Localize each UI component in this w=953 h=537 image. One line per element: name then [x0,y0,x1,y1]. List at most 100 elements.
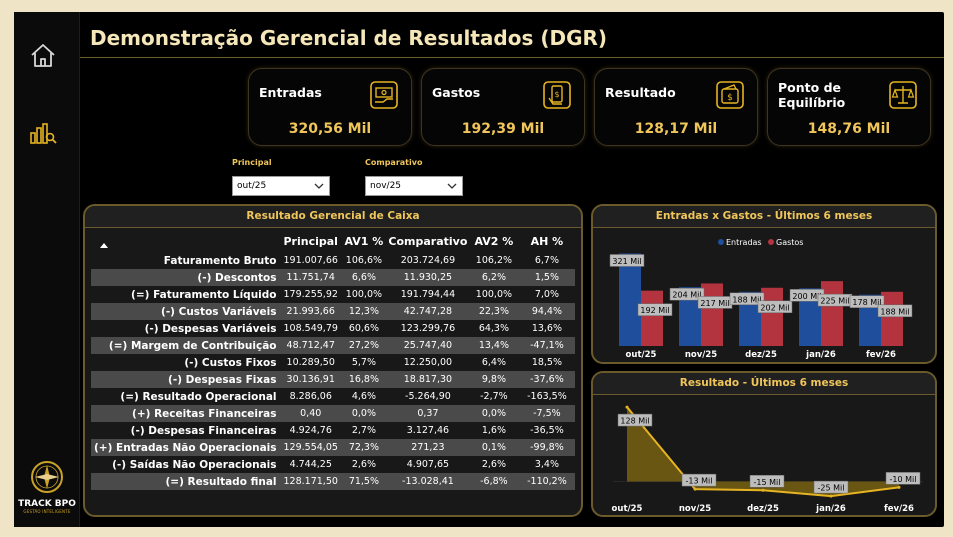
data-label-box [749,475,785,488]
filter-principal-select[interactable]: out/25 [232,176,330,196]
kpi-label: Entradas [259,85,322,100]
chart-search-icon[interactable] [28,118,58,148]
col-comparativo[interactable]: Comparativo [388,234,468,248]
data-label-box [757,300,793,314]
row-label: (+) Entradas Não Operacionais [91,439,281,456]
area-data-label-4: -10 Mil [885,472,921,485]
dre-table-body: Faturamento Bruto 191.007,66 106,6% 203.724… [91,252,575,490]
row-label: (-) Descontos [91,269,281,286]
bar-entradas-2[interactable] [739,291,761,346]
row-label: (-) Despesas Fixas [91,371,281,388]
data-label-text: -25 Mil [818,484,845,493]
area-point-3[interactable] [829,494,833,498]
dre-table-panel: Resultado Gerencial de Caixa Principal A… [83,204,583,517]
bar-gastos-2[interactable] [761,287,783,346]
area-point-2[interactable] [761,488,765,492]
area-point-1[interactable] [693,487,697,491]
table-row: (-) Despesas Variáveis 108.549,79 60,6% 123… [91,320,575,337]
table-cell: -13.028,41 [386,473,469,490]
phone-pay-icon: $ [542,80,572,110]
table-cell: 4,6% [351,391,376,402]
table-row: (+) Receitas Financeiras 0,40 0,0% 0,37 0,0%… [91,405,575,422]
data-label-box [885,472,921,485]
bar-entradas-1[interactable] [679,287,701,346]
table-cell: 12.250,00 [403,357,453,368]
area-point-4[interactable] [897,485,901,489]
sidebar: TRACK BPO GESTÃO INTELIGENTE [14,12,80,527]
table-cell: 5,7% [351,357,376,368]
col-principal[interactable]: Principal [283,234,338,248]
bar-gastos-3[interactable] [821,281,843,346]
table-row: (+) Entradas Não Operacionais 129.554,05 7… [91,439,575,456]
area-data-label-1: -13 Mil [681,473,717,487]
bar-entradas-3[interactable] [799,288,821,346]
bar-gastos-1[interactable] [701,283,723,346]
bar-gastos-0[interactable] [641,290,663,346]
x-tick-label-4: fev/26 [884,504,914,514]
table-cell: 100,0% [345,289,383,300]
x-tick-label-1: nov/25 [679,504,711,514]
col-av1[interactable]: AV1 % [344,234,384,248]
data-label-text: 321 Mil [612,257,641,266]
table-cell: 2,7% [351,425,376,436]
table-cell: 1,6% [481,425,506,436]
table-cell: 108.549,79 [283,323,338,334]
sort-asc-icon[interactable] [91,230,281,252]
col-ah[interactable]: AH % [530,234,564,248]
home-icon[interactable] [28,40,58,70]
table-cell: 18,5% [531,357,563,368]
data-label-box [681,473,717,487]
x-tick-label-2: dez/25 [745,350,777,360]
table-cell: 6,7% [534,255,559,266]
table-cell: 12,3% [340,303,387,320]
area-chart-title: Resultado - Últimos 6 meses [593,373,935,395]
logo-tagline: GESTÃO INTELIGENTE [23,509,71,514]
legend-swatch-0 [718,239,724,245]
table-cell: 9,8% [468,371,519,388]
table-row: (=) Margem de Contribuição 48.712,47 27,2%… [91,337,575,354]
table-cell: 42.747,28 [386,303,469,320]
table-cell: -2,7% [480,391,508,402]
data-label-text: 192 Mil [640,306,669,315]
bar-entradas-0[interactable] [619,253,641,346]
filter-comparativo-select[interactable]: nov/25 [365,176,463,196]
svg-text:$: $ [727,93,733,103]
table-header-row: Principal AV1 % Comparativo AV2 % AH % [91,230,575,252]
area-data-label-2: -15 Mil [749,475,785,488]
legend-label-1: Gastos [776,238,803,247]
kpi-value: 320,56 Mil [288,121,372,137]
area-chart: 128 Mil out/25 -13 Mil nov/25 -15 Mil dez/25 -… [612,405,923,514]
row-label: (=) Faturamento Líquido [131,288,277,301]
data-label-text: 204 Mil [672,291,701,300]
bar-gastos-4[interactable] [881,291,903,346]
data-label-text: 202 Mil [760,303,789,312]
table-cell: -6,8% [468,473,519,490]
data-label-entradas-4: 178 Mil [849,295,885,308]
dre-table-title: Resultado Gerencial de Caixa [85,206,581,228]
filter-principal-value: out/25 [237,181,267,191]
data-label-box [813,480,849,494]
table-cell: 21.993,66 [280,303,341,320]
table-cell: 106,2% [475,255,513,266]
table-cell: 64,3% [478,323,510,334]
table-cell: 4.924,76 [289,425,332,436]
table-cell: 4.744,25 [289,459,332,470]
chevron-down-icon [313,180,325,192]
data-label-gastos-1: 217 Mil [697,296,733,309]
data-label-gastos-4: 188 Mil [877,304,913,318]
legend-swatch-1 [768,239,774,245]
data-label-text: 188 Mil [732,295,761,304]
table-cell: 6,4% [481,357,506,368]
x-tick-label-1: nov/25 [685,350,717,360]
data-label-gastos-0: 192 Mil [637,303,673,316]
resultado-panel: Resultado - Últimos 6 meses 128 Mil out/2… [591,371,937,517]
area-point-0[interactable] [625,405,629,409]
table-cell: 72,3% [340,439,387,456]
area-data-label-3: -25 Mil [813,480,849,494]
table-cell: 0,40 [280,405,341,422]
table-cell: 94,4% [518,303,575,320]
bar-chart-title: Entradas x Gastos - Últimos 6 meses [593,206,935,228]
table-cell: 129.554,05 [280,439,341,456]
kpi-value: 192,39 Mil [461,121,545,137]
col-av2[interactable]: AV2 % [474,234,514,248]
